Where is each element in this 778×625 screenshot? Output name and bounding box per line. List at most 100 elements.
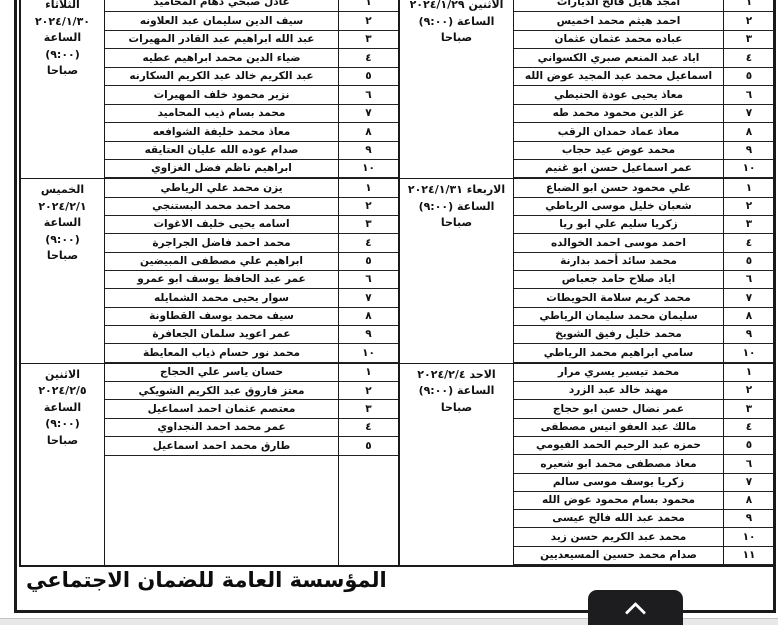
row-number-cell: ٢ [724, 12, 774, 31]
candidate-name-cell: صدام عوده الله عليان العتايقه [105, 142, 338, 160]
candidate-name-cell: سيف الدين سليمان عبد العلاونه [105, 12, 338, 31]
row-number-cell: ٨ [339, 123, 398, 142]
row-number-cell: ٤ [724, 234, 774, 253]
row-number-cell: ١٠ [339, 160, 398, 179]
session-date-line: صباحا [440, 216, 473, 230]
session-date-line: صباحا [46, 249, 79, 263]
candidate-name-cell: محمد كريم سلامة الحويطات [514, 289, 723, 308]
session-group: الاثنين ٢٠٢٤/١/٢٩ الساعة (٩:٠٠) صباحا امجد … [400, 0, 774, 180]
candidate-names-column: امجد هايل فالح الديارات احمد هيثم محمد اخ… [514, 0, 724, 179]
candidate-names-column: حسان ياسر علي الحجاج معتز فاروق عبد الكري… [105, 363, 339, 566]
candidate-name-cell: عمر اسماعيل حسن ابو غنيم [514, 160, 723, 179]
candidate-name-cell: عمر نضال حسن ابو حجاج [514, 400, 723, 419]
row-number-cell: ١١ [724, 547, 774, 565]
row-number-cell: ١ [724, 364, 774, 383]
row-number-cell: ٢ [339, 382, 398, 401]
session-date-line: (٩:٠٠) [45, 47, 80, 61]
row-number-cell: ١٠ [724, 528, 774, 547]
session-date-line: صباحا [46, 433, 79, 447]
row-number-cell: ٦ [724, 271, 774, 290]
candidate-name-cell: زكريا سليم علي ابو ريا [514, 216, 723, 235]
row-number-cell: ٢ [339, 198, 398, 217]
row-number-cell: ٧ [724, 289, 774, 308]
candidate-name-cell: اياد صلاح حامد جعباص [514, 271, 723, 290]
row-number-cell: ١ [339, 0, 398, 13]
row-number-cell: ٥ [724, 253, 774, 271]
row-number-cell: ٩ [724, 142, 774, 160]
candidate-names-column: يزن محمد علي الرياطي محمد احمد محمد البست… [105, 179, 339, 363]
session-date-line: الاحد ٢٠٢٤/٢/٤ [417, 367, 496, 381]
candidate-name-cell: امجد هايل فالح الديارات [514, 0, 723, 13]
session-date-line: الثلاثاء [45, 0, 80, 11]
session-date-line: الاثنين ٢٠٢٤/١/٢٩ [409, 0, 504, 11]
row-number-cell: ٤ [339, 419, 398, 438]
session-date-line: صباحا [440, 400, 473, 414]
row-number-cell: ٤ [339, 49, 398, 68]
row-number-cell: ٥ [339, 437, 398, 456]
session-date-cell: الاثنين ٢٠٢٤/١/٢٩ الساعة (٩:٠٠) صباحا [400, 0, 514, 179]
row-number-cell: ٤ [724, 49, 774, 68]
candidate-name-cell: مهند خالد عبد الزرد [514, 382, 723, 401]
session-date-line: الساعة [43, 216, 82, 230]
row-number-cell: ٣ [724, 400, 774, 419]
row-numbers-column: ١ ٢ ٣ ٤ ٥ ٦ ٧ ٨ ٩ ١٠ [724, 0, 774, 179]
candidate-name-cell: سوار يحيى محمد الشمايله [105, 289, 338, 308]
candidate-name-cell: حسان ياسر علي الحجاج [105, 364, 338, 383]
session-date-line: ٢٠٢٤/٢/١ [38, 199, 87, 213]
session-date-cell: الاربعاء ٢٠٢٤/١/٣١ الساعة (٩:٠٠) صباحا [400, 179, 514, 363]
candidate-name-cell: معاذ محمد خليفة الشوافعه [105, 123, 338, 142]
session-date-line: الخميس [40, 183, 85, 197]
candidate-names-column: محمد تيسير يسري مرار مهند خالد عبد الزرد ع… [514, 363, 724, 566]
row-number-cell: ٣ [339, 400, 398, 419]
session-date-line: الساعة [43, 31, 82, 44]
row-number-cell: ١٠ [724, 160, 774, 179]
session-date-line: الساعة (٩:٠٠) [418, 14, 495, 28]
candidate-name-cell: معاذ يحيى عودة الحنيطي [514, 86, 723, 105]
row-number-cell: ٣ [339, 216, 398, 235]
row-number-cell: ٩ [724, 326, 774, 345]
row-number-cell: ٥ [339, 253, 398, 271]
candidate-name-cell: عباده محمد عثمان عثمان [514, 31, 723, 50]
session-column-left: الثلاثاء ٢٠٢٤/١/٣٠ الساعة (٩:٠٠) صباحا عادل ص… [21, 0, 400, 566]
row-number-cell: ٨ [724, 123, 774, 142]
candidate-name-cell: عز الدين محمود محمد طه [514, 105, 723, 124]
session-date-cell: الاثنين ٢٠٢٤/٢/٥ الساعة (٩:٠٠) صباحا [21, 363, 105, 566]
row-number-cell: ٧ [339, 105, 398, 124]
candidate-name-cell: يزن محمد علي الرياطي [105, 179, 338, 198]
candidate-name-cell: حمزه عبد الرحيم الحمد الفيومي [514, 437, 723, 456]
session-column-right: الاثنين ٢٠٢٤/١/٢٩ الساعة (٩:٠٠) صباحا امجد … [400, 0, 774, 566]
scroll-top-button[interactable] [588, 590, 683, 625]
candidate-name-cell: عمر عبد الحافظ يوسف ابو عمرو [105, 271, 338, 290]
candidate-name-cell: محمد عبد الكريم حسن زيد [514, 528, 723, 547]
candidate-names-column: عادل صبحي دهام المحاميد سيف الدين سليمان … [105, 0, 339, 179]
row-numbers-column: ١ ٢ ٣ ٤ ٥ ٦ ٧ ٨ ٩ ١٠ ١١ [724, 364, 774, 565]
candidate-name-cell: محمد بسام ذيب المحاميد [105, 105, 338, 124]
row-number-cell: ١ [339, 179, 398, 198]
row-number-cell: ٥ [724, 437, 774, 456]
session-date-line: الاربعاء ٢٠٢٤/١/٣١ [407, 183, 506, 197]
session-date-line: صباحا [46, 64, 79, 77]
candidate-name-cell: ابراهيم ناظم فضل الغزاوي [105, 160, 338, 179]
session-date-line: صباحا [440, 31, 473, 44]
candidate-name-cell: سليمان محمد سليمان الرياطي [514, 308, 723, 326]
candidate-name-cell: معتز فاروق عبد الكريم الشويكي [105, 382, 338, 401]
candidate-name-cell: علي محمود حسن ابو الضباع [514, 179, 723, 198]
candidate-name-cell: اياد عبد المنعم صبري الكسواني [514, 49, 723, 68]
candidate-name-cell: احمد هيثم محمد اخميس [514, 12, 723, 31]
row-number-cell: ٧ [724, 105, 774, 124]
row-number-cell: ٤ [724, 419, 774, 437]
session-date-cell: الثلاثاء ٢٠٢٤/١/٣٠ الساعة (٩:٠٠) صباحا [21, 0, 105, 179]
row-number-cell: ٦ [339, 271, 398, 290]
session-date-line: الساعة (٩:٠٠) [418, 199, 495, 213]
session-group: الخميس ٢٠٢٤/٢/١ الساعة (٩:٠٠) صباحا يزن محمد … [21, 179, 398, 364]
row-numbers-column: ١ ٢ ٣ ٤ ٥ ٦ ٧ ٨ ٩ ١٠ [724, 179, 774, 363]
row-number-cell: ٣ [339, 31, 398, 50]
session-date-line: الساعة (٩:٠٠) [418, 384, 495, 398]
session-group: الثلاثاء ٢٠٢٤/١/٣٠ الساعة (٩:٠٠) صباحا عادل ص… [21, 0, 398, 180]
candidate-name-cell: ابراهيم علي مصطفى المبيضين [105, 253, 338, 271]
row-numbers-column: ١ ٢ ٣ ٤ ٥ ٦ ٧ ٨ ٩ ١٠ [339, 179, 398, 363]
row-number-cell: ٤ [339, 234, 398, 253]
candidate-name-cell: اسماعيل محمد عبد المجيد عوض الله [514, 68, 723, 87]
row-number-cell: ٢ [724, 382, 774, 401]
